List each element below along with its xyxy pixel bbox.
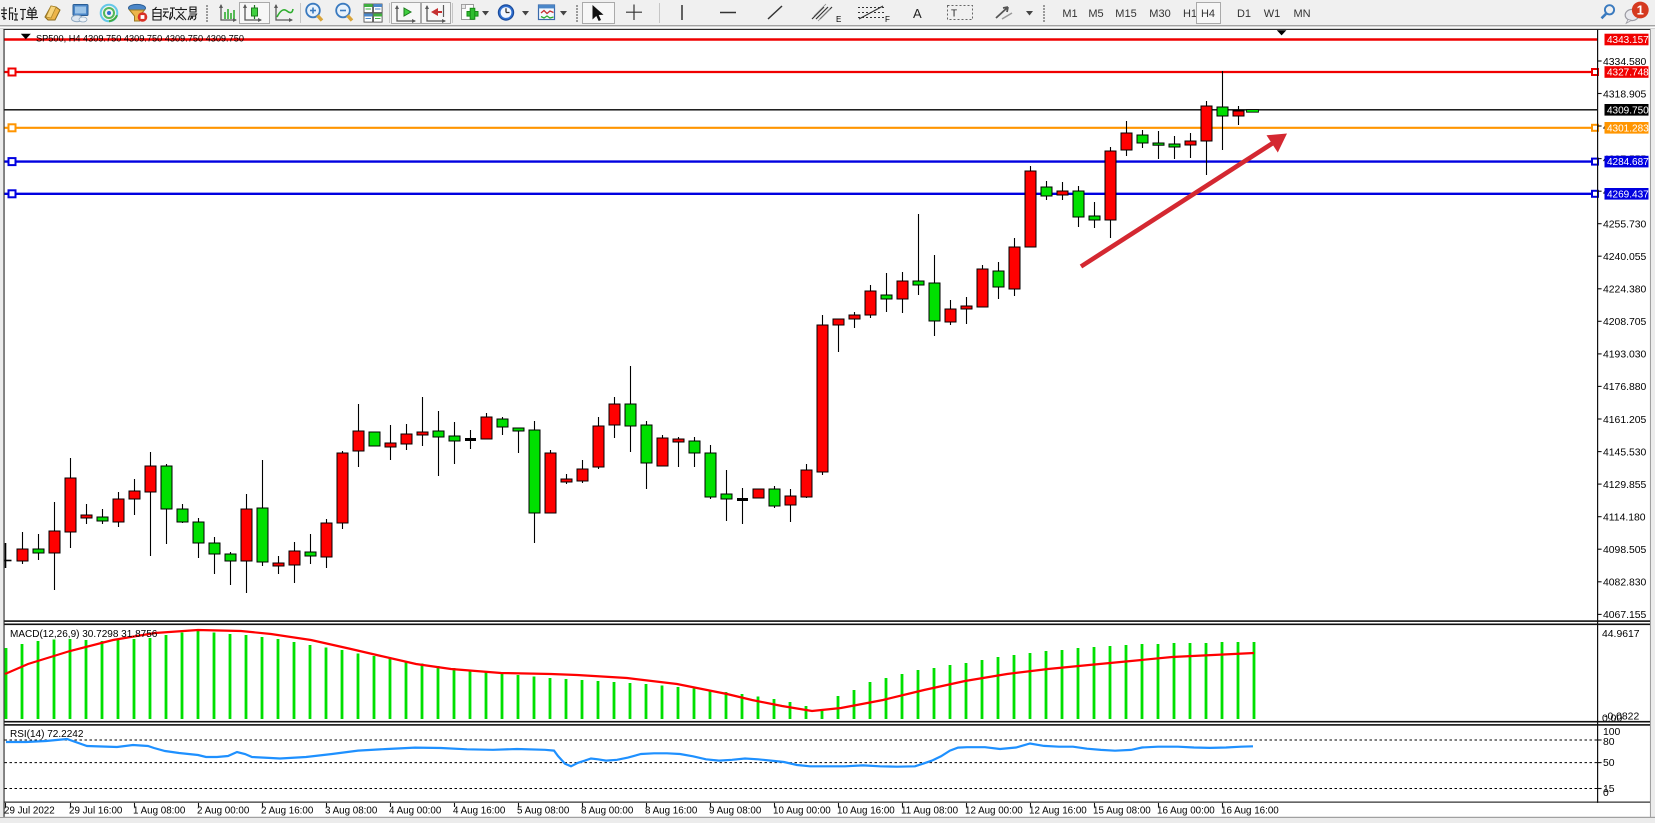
svg-text:W1: W1 [1264,8,1281,20]
svg-text:M15: M15 [1115,8,1136,20]
svg-text:SP500, H4 4309.750 4309.750 4: SP500, H4 4309.750 4309.750 4309.750 430… [36,34,244,44]
svg-text:4224.380: 4224.380 [1603,285,1647,296]
svg-text:4255.730: 4255.730 [1603,220,1647,231]
svg-text:4161.205: 4161.205 [1603,415,1647,426]
svg-text:44.9617: 44.9617 [1602,629,1640,640]
svg-text:MACD(12,26,9) 30.7298 31.8756: MACD(12,26,9) 30.7298 31.8756 [10,629,158,640]
svg-text:8 Aug 16:00: 8 Aug 16:00 [645,806,698,817]
svg-text:10 Aug 00:00: 10 Aug 00:00 [773,806,831,817]
svg-text:16 Aug 16:00: 16 Aug 16:00 [1221,806,1279,817]
svg-text:4176.880: 4176.880 [1603,382,1647,393]
svg-text:29 Jul 2022: 29 Jul 2022 [4,806,55,817]
svg-text:8 Aug 00:00: 8 Aug 00:00 [581,806,634,817]
svg-text:4114.180: 4114.180 [1603,513,1646,524]
svg-text:11 Aug 08:00: 11 Aug 08:00 [901,806,959,817]
svg-text:E: E [836,15,841,24]
svg-text:MN: MN [1293,8,1310,20]
svg-text:4098.505: 4098.505 [1603,545,1647,556]
svg-text:12 Aug 00:00: 12 Aug 00:00 [965,806,1023,817]
svg-text:-0.0822: -0.0822 [1604,712,1639,723]
svg-text:4193.030: 4193.030 [1603,350,1647,361]
svg-text:3 Aug 08:00: 3 Aug 08:00 [325,806,378,817]
svg-text:M1: M1 [1062,8,1077,20]
svg-text:50: 50 [1603,758,1615,769]
svg-text:D1: D1 [1237,8,1251,20]
svg-text:15: 15 [1603,784,1615,795]
svg-text:4 Aug 16:00: 4 Aug 16:00 [453,806,506,817]
svg-text:12 Aug 16:00: 12 Aug 16:00 [1029,806,1087,817]
svg-text:4129.855: 4129.855 [1603,480,1647,491]
svg-text:29 Jul 16:00: 29 Jul 16:00 [69,806,123,817]
svg-text:4269.437: 4269.437 [1607,189,1649,200]
svg-text:4067.155: 4067.155 [1603,610,1647,621]
svg-text:4327.748: 4327.748 [1607,68,1649,79]
svg-text:4208.705: 4208.705 [1603,317,1647,328]
svg-text:1 Aug 08:00: 1 Aug 08:00 [133,806,186,817]
svg-text:4145.530: 4145.530 [1603,447,1647,458]
svg-text:1: 1 [1637,3,1644,18]
svg-text:M5: M5 [1088,8,1103,20]
svg-text:100: 100 [1603,727,1621,738]
svg-text:4318.905: 4318.905 [1603,89,1647,100]
svg-text:4343.157: 4343.157 [1607,35,1649,46]
svg-text:4284.687: 4284.687 [1607,157,1649,168]
svg-text:H1: H1 [1183,8,1197,20]
svg-text:0.00: 0.00 [1602,714,1622,725]
svg-text:F: F [885,15,890,24]
svg-text:4309.750: 4309.750 [1607,105,1649,116]
svg-text:2 Aug 00:00: 2 Aug 00:00 [197,806,250,817]
svg-text:4334.580: 4334.580 [1603,57,1647,68]
svg-text:9 Aug 08:00: 9 Aug 08:00 [709,806,762,817]
svg-text:T: T [951,9,957,20]
svg-text:4240.055: 4240.055 [1603,252,1647,263]
svg-text:15 Aug 08:00: 15 Aug 08:00 [1093,806,1151,817]
svg-text:RSI(14) 72.2242: RSI(14) 72.2242 [10,729,84,740]
svg-text:5 Aug 08:00: 5 Aug 08:00 [517,806,570,817]
svg-text:80: 80 [1603,737,1615,748]
svg-text:4082.830: 4082.830 [1603,578,1647,589]
svg-text:4 Aug 00:00: 4 Aug 00:00 [389,806,442,817]
svg-text:M30: M30 [1149,8,1170,20]
svg-text:10 Aug 16:00: 10 Aug 16:00 [837,806,895,817]
svg-text:0: 0 [1603,788,1609,799]
svg-text:A: A [913,6,922,21]
svg-text:H4: H4 [1201,8,1215,20]
svg-text:16 Aug 00:00: 16 Aug 00:00 [1157,806,1215,817]
svg-text:4301.283: 4301.283 [1607,123,1649,134]
svg-text:2 Aug 16:00: 2 Aug 16:00 [261,806,314,817]
